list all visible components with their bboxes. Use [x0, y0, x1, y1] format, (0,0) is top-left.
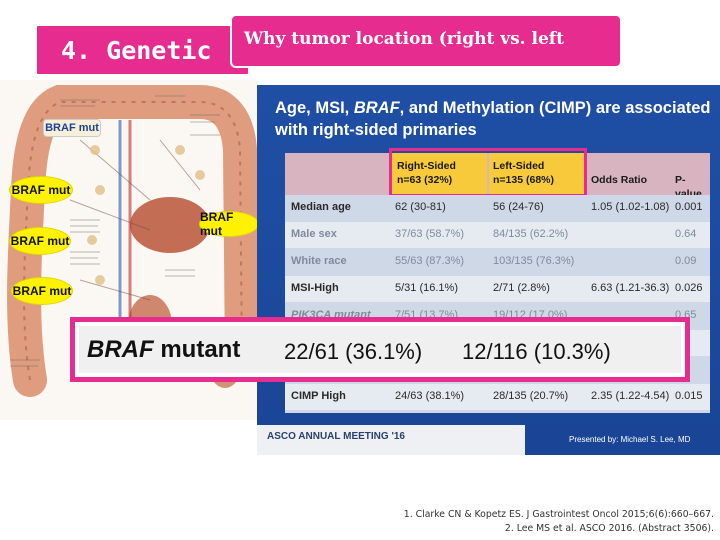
heading-part-2: BRAF — [353, 99, 400, 117]
cell-label: Male sex — [291, 228, 337, 240]
braf-highlight-inner: BRAF mutant 22/61 (36.1%) 12/116 (10.3%) — [79, 326, 681, 373]
cell-right: 37/63 (58.7%) — [395, 228, 465, 240]
cell-label: MSI-High — [291, 282, 339, 294]
cell-p: 0.09 — [675, 255, 697, 267]
asco-footer-text: ASCO ANNUAL MEETING '16 — [267, 431, 405, 442]
cell-right: 24/63 (38.1%) — [395, 390, 465, 402]
reference-2: 2. Lee MS et al. ASCO 2016. (Abstract 35… — [504, 523, 714, 534]
braf-mutant-label: BRAF mutant — [87, 336, 241, 363]
cell-right: 5/31 (16.1%) — [395, 282, 458, 294]
presenter-credit: Presented by: Michael S. Lee, MD — [525, 425, 720, 455]
title-box-back: 4. Genetic — [35, 24, 250, 76]
cell-or: 1.05 (1.02-1.08) — [591, 201, 670, 213]
cell-left: 84/135 (62.2%) — [493, 228, 569, 240]
heading-part-1: Age, MSI, — [275, 99, 354, 117]
table-row: Male sex 37/63 (58.7%) 84/135 (62.2%) 0.64 — [285, 222, 710, 248]
braf-bubble-2: BRAF mut — [10, 228, 70, 254]
cell-left: 103/135 (76.3%) — [493, 255, 575, 267]
header-left-sided: Left-Sided n=135 (68%) — [493, 160, 554, 186]
cell-or: 6.63 (1.21-36.3) — [591, 282, 670, 294]
braf-label-small: BRAF mut — [44, 120, 100, 136]
braf-right-value: 22/61 (36.1%) — [284, 339, 423, 364]
header-right-sided: Right-Sided n=63 (32%) — [397, 160, 456, 186]
slide-footer: ASCO ANNUAL MEETING '16 Presented by: Mi… — [257, 425, 720, 455]
table-header-row: Right-Sided n=63 (32%) Left-Sided n=135 (6… — [285, 153, 710, 200]
braf-bubble-1: BRAF mut — [10, 177, 72, 203]
heading-part-3: , and Methylation (CIMP) are associated … — [275, 99, 711, 139]
cell-left: 56 (24-76) — [493, 201, 544, 213]
title-box-front: Why tumor location (right vs. left — [230, 14, 622, 68]
cell-p: 0.64 — [675, 228, 697, 240]
cell-or: 2.35 (1.22-4.54) — [591, 390, 670, 402]
table-row: Median age 62 (30-81) 56 (24-76) 1.05 (1.02… — [285, 195, 710, 221]
cell-p: 0.026 — [675, 282, 703, 294]
cell-right: 55/63 (87.3%) — [395, 255, 465, 267]
braf-left-value: 12/116 (10.3%) — [462, 339, 611, 364]
table-row: White race 55/63 (87.3%) 103/135 (76.3%) 0.… — [285, 249, 710, 275]
reference-1: 1. Clarke CN & Kopetz ES. J Gastrointest… — [403, 509, 714, 520]
cell-p: 0.001 — [675, 201, 703, 213]
cell-p: 0.015 — [675, 390, 703, 402]
cell-right: 62 (30-81) — [395, 201, 446, 213]
references: 1. Clarke CN & Kopetz ES. J Gastrointest… — [404, 508, 714, 536]
cell-left: 28/135 (20.7%) — [493, 390, 569, 402]
title-front-text: Why tumor location (right vs. left — [244, 29, 564, 49]
cell-left: 2/71 (2.8%) — [493, 282, 550, 294]
braf-bubble-3: BRAF mut — [200, 210, 258, 238]
braf-bubble-4: BRAF mut — [12, 278, 72, 304]
cell-label: Median age — [291, 201, 351, 213]
left-header-highlight — [489, 153, 585, 195]
study-slide: Age, MSI, BRAF, and Methylation (CIMP) a… — [257, 85, 720, 455]
table-row: MSI-High 5/31 (16.1%) 2/71 (2.8%) 6.63 (1.2… — [285, 276, 710, 302]
right-header-highlight — [391, 153, 487, 195]
table-row: CIMP High 24/63 (38.1%) 28/135 (20.7%) 2.35… — [285, 384, 710, 410]
header-odds-ratio: Odds Ratio — [591, 174, 648, 186]
cell-label: CIMP High — [291, 390, 346, 402]
braf-mutant-highlight: BRAF mutant 22/61 (36.1%) 12/116 (10.3%) — [70, 317, 690, 382]
highlight-frame-columns — [389, 148, 587, 197]
cell-label: White race — [291, 255, 347, 267]
title-back-text: 4. Genetic — [61, 36, 212, 65]
slide-heading: Age, MSI, BRAF, and Methylation (CIMP) a… — [275, 97, 715, 141]
